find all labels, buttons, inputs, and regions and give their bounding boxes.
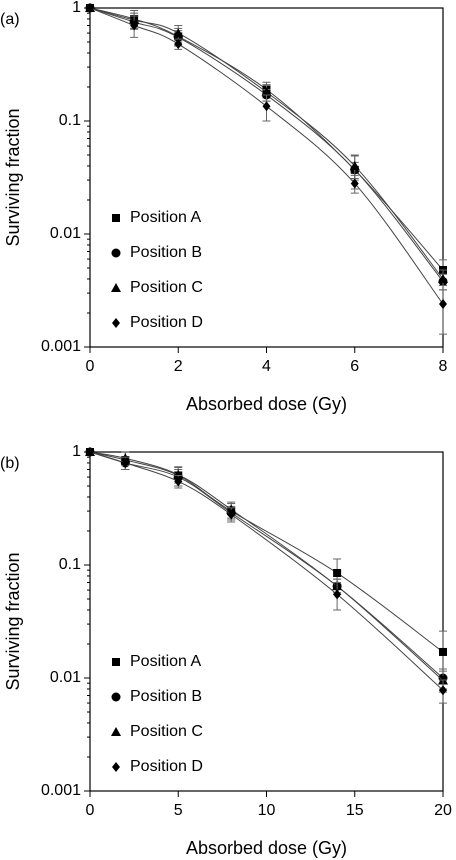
x-tick-label: 4	[262, 358, 271, 375]
data-point	[174, 476, 183, 487]
x-tick-label: 15	[346, 802, 364, 819]
data-point	[130, 20, 139, 31]
legend-label: Position A	[130, 209, 201, 226]
x-tick-label: 2	[174, 358, 183, 375]
data-point	[333, 568, 342, 577]
legend-marker	[112, 658, 120, 666]
x-tick-label: 5	[174, 802, 183, 819]
y-tick-label: 0.1	[59, 556, 81, 573]
x-tick-label: 10	[258, 802, 276, 819]
legend-label: Position B	[130, 244, 202, 261]
legend-label: Position D	[130, 314, 203, 331]
x-axis-title: Absorbed dose (Gy)	[186, 838, 347, 858]
data-point	[333, 589, 342, 600]
x-tick-label: 8	[439, 358, 448, 375]
data-point	[86, 447, 94, 457]
legend-marker	[112, 762, 120, 772]
x-tick-label: 6	[350, 358, 359, 375]
legend-label: Position A	[130, 653, 201, 670]
legend-marker	[112, 318, 120, 328]
legend-marker	[111, 248, 121, 258]
data-point	[174, 39, 183, 50]
legend-marker	[112, 214, 120, 222]
y-tick-label: 1	[72, 0, 81, 16]
y-axis-title: Surviving fraction	[3, 552, 23, 690]
data-point	[350, 178, 359, 189]
legend-label: Position C	[130, 279, 203, 296]
data-point	[227, 509, 236, 520]
data-point	[121, 457, 130, 468]
fit-curve	[89, 7, 444, 282]
y-tick-label: 1	[72, 443, 81, 460]
legend-marker	[111, 692, 121, 702]
data-point	[349, 160, 360, 170]
fit-curve	[89, 7, 444, 271]
y-tick-label: 0.001	[41, 338, 81, 355]
x-tick-label: 20	[434, 802, 452, 819]
y-tick-label: 0.1	[59, 112, 81, 129]
panel-label: (b)	[0, 455, 20, 472]
y-tick-label: 0.001	[41, 782, 81, 799]
data-point	[173, 469, 184, 479]
panel-label: (a)	[0, 11, 20, 28]
data-point	[439, 685, 447, 696]
legend-label: Position B	[130, 688, 202, 705]
data-point	[261, 87, 272, 97]
legend-label: Position D	[130, 758, 203, 775]
x-tick-label: 0	[86, 802, 95, 819]
data-point	[438, 273, 448, 283]
fit-curve	[89, 451, 444, 679]
error-bar	[439, 285, 447, 335]
legend-label: Position C	[130, 723, 203, 740]
data-point	[173, 28, 184, 38]
legend-marker	[111, 727, 121, 736]
fit-curve	[89, 7, 444, 280]
y-axis-title: Surviving fraction	[3, 108, 23, 246]
x-axis-title: Absorbed dose (Gy)	[186, 394, 347, 414]
fit-curve	[89, 451, 444, 681]
fit-curve	[89, 451, 444, 653]
x-tick-label: 0	[86, 358, 95, 375]
legend-marker	[111, 283, 121, 292]
data-point	[262, 101, 271, 112]
data-point	[86, 3, 94, 13]
y-tick-label: 0.01	[50, 225, 81, 242]
data-point	[439, 299, 447, 310]
data-point	[439, 647, 447, 656]
y-tick-label: 0.01	[50, 669, 81, 686]
